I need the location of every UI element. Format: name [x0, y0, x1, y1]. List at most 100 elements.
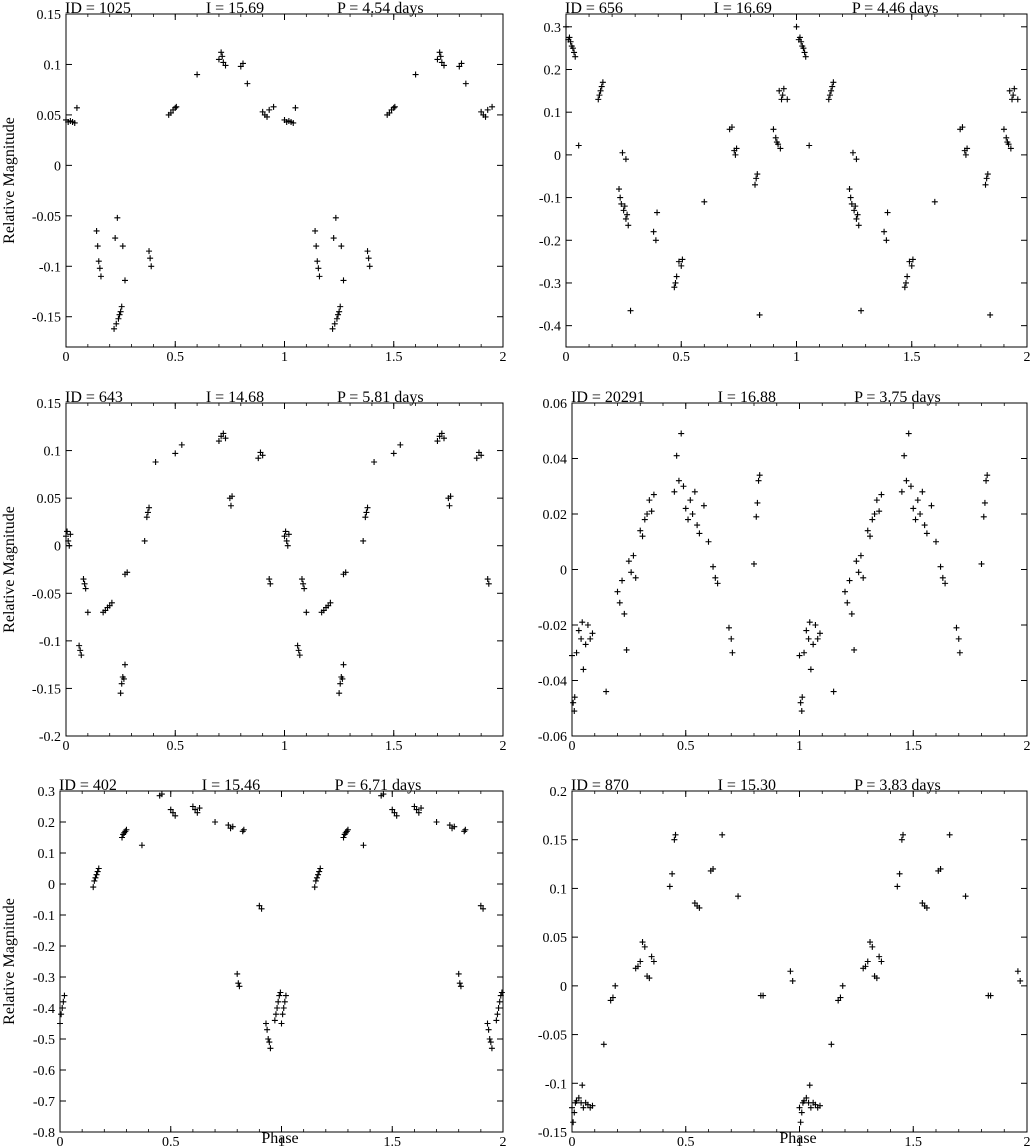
- data-point: [654, 209, 661, 216]
- data-point: [97, 273, 104, 280]
- data-point: [456, 980, 463, 987]
- data-point: [487, 1039, 494, 1046]
- y-tick-label: -0.05: [538, 1029, 567, 1044]
- x-tick-label: 0: [569, 739, 576, 754]
- data-point: [575, 1094, 582, 1101]
- data-point: [801, 49, 808, 56]
- data-points: [57, 791, 505, 1052]
- data-point: [148, 263, 155, 270]
- data-point: [434, 56, 441, 63]
- data-point: [234, 970, 241, 977]
- data-point: [240, 826, 247, 833]
- data-point: [571, 694, 578, 701]
- data-point: [82, 585, 89, 592]
- data-point: [84, 609, 91, 616]
- data-point: [312, 227, 319, 234]
- x-tick-label: 2: [500, 739, 507, 754]
- data-point: [984, 171, 991, 178]
- data-point: [493, 1017, 500, 1024]
- data-point: [94, 868, 101, 875]
- data-point: [780, 85, 787, 92]
- data-point: [58, 1011, 65, 1018]
- data-point: [335, 311, 342, 318]
- plot-frame: [59, 790, 504, 1133]
- data-point: [595, 96, 602, 103]
- x-tick-label: 1: [281, 739, 288, 754]
- plot-frame: [65, 13, 504, 348]
- data-point: [851, 646, 858, 653]
- data-point: [485, 580, 492, 587]
- data-point: [340, 661, 347, 668]
- x-tick-label: 1.5: [384, 1135, 402, 1146]
- data-point: [1017, 977, 1024, 984]
- y-tick-label: -0.7: [33, 1095, 55, 1110]
- data-point: [981, 499, 988, 506]
- data-point: [340, 834, 347, 841]
- data-point: [265, 1036, 272, 1042]
- data-point: [807, 1104, 814, 1111]
- data-point: [59, 1005, 66, 1011]
- plot-frame: [65, 402, 504, 737]
- data-point: [898, 488, 905, 495]
- data-point: [235, 980, 242, 987]
- x-axis-title: Phase: [261, 1130, 298, 1146]
- data-point: [884, 209, 891, 216]
- chart-panel: 0 0.5 1 1.5 2 -0.4 -0.3 -0.2 -0.1 0 0.1 0.2 0.3ID = …: [539, 0, 1031, 365]
- x-tick-label: 0: [63, 739, 70, 754]
- data-point: [797, 699, 804, 706]
- data-point: [751, 560, 757, 567]
- data-point: [189, 803, 196, 810]
- data-point: [571, 708, 578, 715]
- data-point: [876, 508, 883, 515]
- data-point: [803, 1094, 810, 1101]
- data-point: [473, 455, 480, 462]
- data-point: [873, 497, 880, 504]
- data-point: [339, 675, 346, 682]
- data-point: [672, 279, 679, 286]
- data-point: [959, 124, 966, 131]
- data-point: [115, 315, 122, 322]
- data-point: [689, 511, 696, 517]
- data-point: [789, 977, 796, 984]
- data-point: [869, 516, 876, 523]
- data-point: [799, 694, 806, 701]
- data-point: [146, 248, 153, 255]
- data-point: [984, 472, 991, 479]
- data-point: [111, 325, 118, 332]
- data-point: [571, 1109, 578, 1116]
- data-point: [881, 228, 888, 235]
- data-point: [1014, 96, 1021, 103]
- data-point: [641, 943, 648, 950]
- data-point: [337, 680, 344, 687]
- data-point: [609, 994, 616, 1001]
- data-point: [775, 141, 782, 148]
- data-point: [446, 502, 453, 509]
- y-tick-label: -0.02: [538, 619, 567, 634]
- data-point: [623, 646, 630, 653]
- data-point: [225, 822, 232, 829]
- x-tick-label: 1.5: [385, 350, 403, 365]
- data-point: [675, 477, 682, 484]
- data-point: [569, 652, 575, 659]
- data-point: [784, 96, 791, 103]
- data-point: [167, 109, 174, 116]
- data-point: [237, 63, 244, 70]
- x-tick-label: 1: [796, 739, 803, 754]
- data-point: [621, 610, 628, 617]
- data-points: [569, 430, 991, 715]
- data-point: [227, 502, 234, 509]
- data-point: [118, 680, 125, 687]
- data-point: [484, 106, 491, 113]
- data-point: [904, 273, 911, 280]
- y-tick-label: -0.3: [539, 277, 561, 292]
- data-point: [96, 265, 103, 272]
- data-point: [855, 569, 862, 576]
- y-tick-label: 0: [54, 540, 61, 555]
- x-tick-label: 1.5: [905, 739, 923, 754]
- y-tick-label: -0.1: [39, 635, 61, 650]
- data-point: [806, 1082, 813, 1089]
- x-tick-label: 2: [1024, 350, 1031, 365]
- data-point: [360, 537, 367, 544]
- data-point: [313, 243, 320, 250]
